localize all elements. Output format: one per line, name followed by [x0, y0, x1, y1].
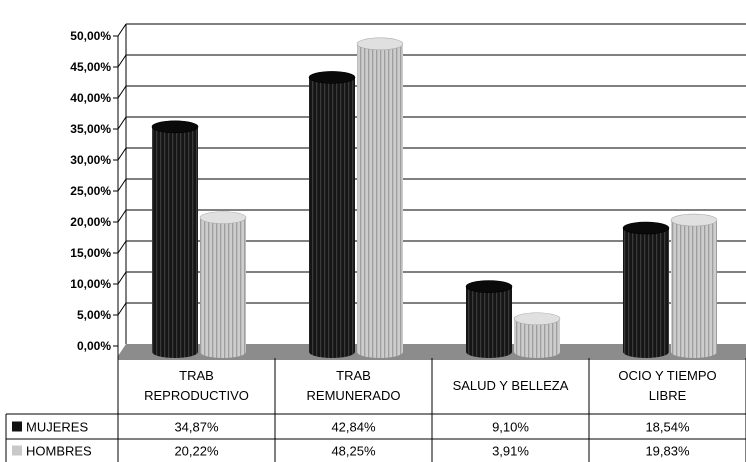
gridline-side [117, 302, 127, 316]
bar-top [670, 213, 718, 227]
y-tick-label: 15,00% [70, 246, 111, 260]
chart-floor [118, 344, 746, 360]
bar-body [152, 126, 198, 352]
bar-body [357, 43, 403, 352]
data-label: 20,22% [174, 444, 219, 459]
bar-base [623, 346, 669, 358]
bar-body [671, 220, 717, 352]
legend-label-hombres: HOMBRES [26, 444, 92, 459]
bar-mujeres-2 [308, 71, 356, 358]
bar-top [199, 211, 247, 224]
bar-base [152, 346, 198, 358]
data-label: 3,91% [492, 444, 529, 459]
bar-body [623, 228, 669, 352]
legend-swatch-hombres [12, 445, 22, 456]
y-tick-label: 5,00% [77, 308, 111, 322]
gridline-side [117, 116, 127, 130]
gridline-side [117, 23, 127, 37]
y-tick-label: 30,00% [70, 153, 111, 167]
bar-base [671, 346, 717, 358]
y-tick-label: 0,00% [77, 339, 111, 353]
category-label: REMUNERADO [307, 388, 401, 403]
category-label: SALUD Y BELLEZA [453, 378, 569, 393]
gridline-side [117, 85, 127, 99]
gridline-side [117, 54, 127, 68]
data-label: 48,25% [331, 444, 376, 459]
gridline-side [117, 209, 127, 223]
category-label: TRAB [336, 368, 371, 383]
category-label: OCIO Y TIEMPO [618, 368, 716, 383]
bar-top [465, 280, 513, 293]
y-tick-label: 10,00% [70, 277, 111, 291]
bar-top [513, 312, 561, 326]
bar-top [356, 37, 404, 51]
data-label: 34,87% [174, 420, 219, 435]
data-label: 9,10% [492, 420, 529, 435]
gridline-side [117, 240, 127, 254]
y-tick-label: 45,00% [70, 60, 111, 74]
data-label: 18,54% [645, 420, 690, 435]
bar-top [308, 71, 356, 84]
gridline-side [117, 178, 127, 192]
bar-base [357, 346, 403, 358]
gridline-side [117, 147, 127, 161]
bar-mujeres-4 [622, 221, 670, 358]
bar-mujeres-3 [465, 280, 513, 358]
category-label: REPRODUCTIVO [144, 388, 249, 403]
bar-mujeres-1 [151, 120, 199, 358]
legend-label-mujeres: MUJERES [26, 420, 88, 435]
y-tick-label: 35,00% [70, 122, 111, 136]
data-label: 42,84% [331, 420, 376, 435]
legend-swatch-mujeres [12, 421, 22, 432]
bar-base [514, 346, 560, 358]
y-tick-label: 50,00% [70, 29, 111, 43]
bar-base [309, 346, 355, 358]
bar-base [466, 346, 512, 358]
bar-hombres-1 [199, 211, 247, 358]
bar-top [151, 120, 199, 134]
bar-hombres-4 [670, 213, 718, 358]
bar-hombres-2 [356, 37, 404, 358]
bar-body [200, 217, 246, 352]
y-tick-label: 40,00% [70, 91, 111, 105]
category-label: LIBRE [649, 388, 687, 403]
bar-hombres-3 [513, 312, 561, 358]
bar-body [466, 286, 512, 352]
bar-base [200, 346, 246, 358]
y-tick-label: 20,00% [70, 215, 111, 229]
bar-body [309, 77, 355, 352]
gridline-side [117, 271, 127, 285]
data-label: 19,83% [645, 444, 690, 459]
category-label: TRAB [179, 368, 214, 383]
bar-top [622, 221, 670, 235]
y-tick-label: 25,00% [70, 184, 111, 198]
